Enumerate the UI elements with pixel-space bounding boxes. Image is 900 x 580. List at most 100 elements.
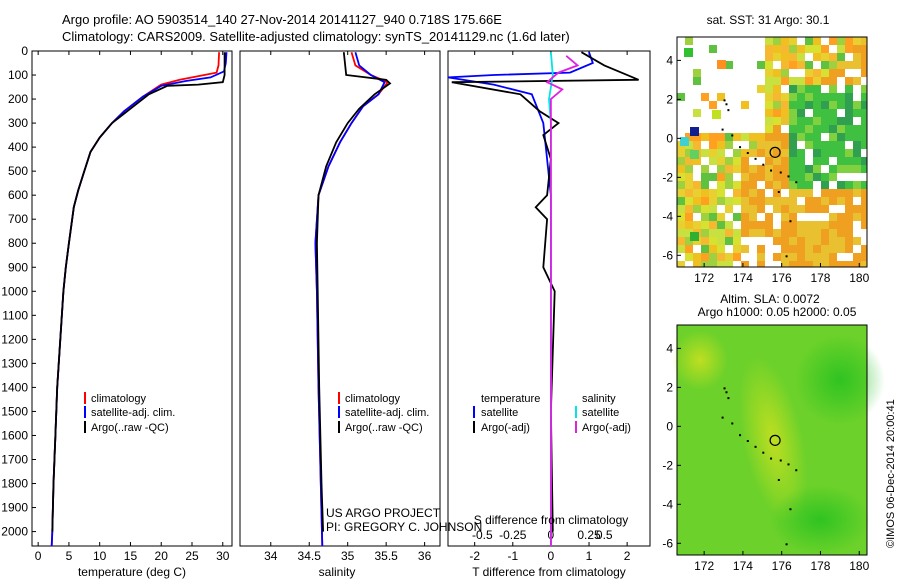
sst-cell: [789, 237, 797, 245]
sst-cell: [829, 101, 837, 109]
y-tick-label: 1600: [1, 428, 28, 442]
sla-map-title-2: Argo h1000: 0.05 h2000: 0.05: [698, 305, 857, 319]
sst-cell: [680, 137, 689, 146]
sst-cell: [805, 93, 813, 101]
sst-cell: [717, 197, 725, 205]
sst-cell: [861, 189, 867, 197]
sst-cell: [741, 245, 749, 253]
sst-cell: [837, 141, 845, 149]
sst-cell: [813, 101, 821, 109]
sst-cell: [805, 173, 813, 181]
sst-cell: [677, 181, 685, 189]
island-dot: [795, 469, 798, 472]
sst-cell: [773, 181, 781, 189]
sst-cell: [757, 261, 765, 267]
sst-cell: [813, 245, 821, 253]
sst-cell: [765, 101, 773, 109]
series-line-argo-raw-qc-: [315, 52, 392, 532]
sst-cell: [829, 69, 837, 77]
sst-cell: [781, 93, 789, 101]
sst-cell: [853, 101, 861, 109]
sst-cell: [789, 181, 797, 189]
sst-cell: [773, 173, 781, 181]
sst-cell: [789, 205, 797, 213]
sst-cell: [741, 213, 749, 221]
x-tick-label: 15: [124, 549, 138, 563]
map-y-tick-label: -2: [662, 458, 673, 472]
sst-cell: [861, 45, 867, 53]
island-dot: [777, 190, 780, 193]
island-dot: [787, 175, 790, 178]
sst-cell: [733, 197, 741, 205]
sst-cell: [837, 181, 845, 189]
island-dot: [785, 543, 788, 546]
sst-cell: [821, 197, 829, 205]
sst-cell: [685, 189, 693, 197]
map-x-tick-label: 172: [694, 271, 714, 285]
sst-cell: [797, 245, 805, 253]
sst-cell: [757, 189, 765, 197]
sst-cell: [821, 149, 829, 157]
credit-line-1: US ARGO PROJECT: [326, 506, 441, 520]
sst-cell: [709, 205, 717, 213]
sst-cell: [781, 181, 789, 189]
sst-cell: [749, 133, 757, 141]
sst-cell: [677, 149, 685, 157]
sst-cell: [765, 45, 773, 53]
sst-cell: [781, 133, 789, 141]
sst-cell: [685, 205, 693, 213]
sst-cell: [813, 237, 821, 245]
sst-cell: [821, 93, 829, 101]
sst-cell: [797, 229, 805, 237]
sst-cell: [685, 149, 693, 157]
sst-cell: [709, 141, 717, 149]
sst-cell: [797, 85, 805, 93]
y-tick-label: 800: [8, 236, 28, 250]
sst-cell: [813, 149, 821, 157]
sst-cell: [677, 221, 685, 229]
sst-cell: [733, 245, 741, 253]
island-dot: [746, 152, 749, 154]
sst-cell: [765, 93, 773, 101]
y-tick-label: 1200: [1, 332, 28, 346]
sst-cell: [757, 165, 765, 173]
sst-cell: [701, 237, 709, 245]
sst-cell: [749, 181, 757, 189]
sst-cell: [821, 181, 829, 189]
series-line-climatology: [314, 51, 390, 547]
argo-location-marker: [769, 434, 781, 446]
t-difference-label: T difference from climatology: [472, 565, 626, 579]
sst-cell: [765, 197, 773, 205]
map-y-tick-label: 2: [666, 380, 673, 394]
sst-cell: [749, 173, 757, 181]
sst-cell: [805, 221, 813, 229]
sst-cell: [693, 253, 701, 261]
sst-cell: [821, 229, 829, 237]
sst-cell: [765, 229, 773, 237]
sst-cell: [805, 69, 813, 77]
sst-cell: [861, 197, 867, 205]
legend-satellite-label: satellite-adj. clim.: [345, 407, 429, 419]
sst-cell: [693, 197, 701, 205]
sst-cell: [685, 165, 693, 173]
sst-cell: [701, 213, 709, 221]
map-x-tick-label: 180: [849, 559, 869, 573]
sst-cell: [677, 205, 685, 213]
s-difference-label: S difference from climatology: [474, 513, 629, 527]
sst-cell: [773, 125, 781, 133]
island-dot: [721, 416, 724, 419]
sst-cell: [725, 205, 733, 213]
sst-cell: [821, 69, 829, 77]
sst-cell: [709, 237, 717, 245]
island-dot: [785, 255, 788, 258]
sst-cell: [701, 173, 709, 181]
sst-cell: [861, 117, 867, 125]
sst-cell: [693, 109, 701, 117]
sst-cell: [685, 213, 693, 221]
y-tick-label: 700: [8, 212, 28, 226]
sst-cell: [821, 253, 829, 261]
sst-cell: [701, 165, 709, 173]
sst-map-title: sat. SST: 31 Argo: 30.1: [707, 13, 830, 27]
sst-cell: [773, 133, 781, 141]
